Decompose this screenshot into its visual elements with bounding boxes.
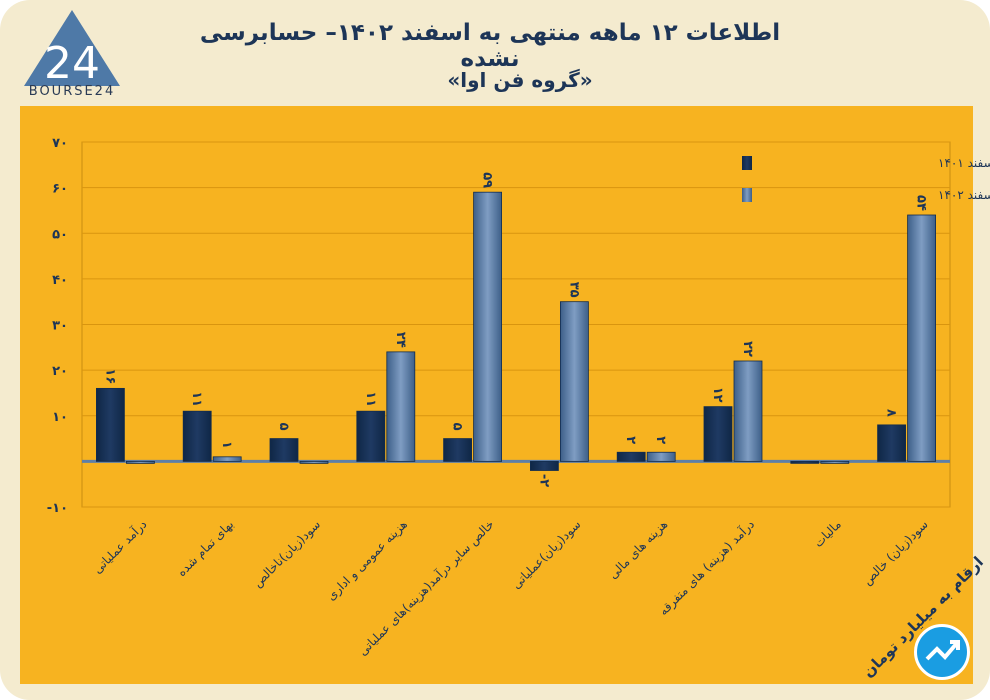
bar-1401 bbox=[616, 451, 646, 462]
bar-1401 bbox=[182, 410, 212, 462]
x-category-label: سود(زیان)عملیاتی bbox=[509, 517, 584, 592]
data-label-1401: -۲ bbox=[536, 474, 551, 487]
bar-1401 bbox=[877, 424, 906, 462]
data-label-1401: ۲ bbox=[623, 436, 638, 444]
data-label-1401: ۱۲ bbox=[710, 387, 725, 403]
legend-label-1402: عملکرد منتهی به اسفند ۱۴۰۲ bbox=[938, 188, 990, 203]
bar-1401 bbox=[356, 410, 386, 462]
x-category-label: بهای تمام شده bbox=[174, 517, 236, 579]
bar-1402 bbox=[473, 191, 503, 462]
y-tick-label: -۱۰ bbox=[47, 501, 68, 516]
data-label-1401: ۱۱ bbox=[363, 391, 378, 407]
data-label-1401: ۱۱ bbox=[189, 391, 204, 407]
legend-swatch-1401 bbox=[742, 156, 752, 170]
data-label-1401: ۸ bbox=[884, 409, 899, 417]
logo-text: BOURSE24 bbox=[28, 84, 116, 99]
bar-1401 bbox=[96, 387, 125, 462]
bar-1401 bbox=[703, 406, 733, 462]
bar-1401 bbox=[790, 460, 820, 464]
data-label-1402: ۵۹ bbox=[480, 172, 495, 188]
data-label-1401: ۵ bbox=[450, 423, 465, 431]
bar-1401 bbox=[530, 460, 559, 471]
data-label-1402: ۵۴ bbox=[914, 195, 929, 211]
y-tick-label: ۷۰ bbox=[52, 136, 68, 151]
x-category-label: درآمد عملیاتی bbox=[90, 517, 151, 578]
y-tick-label: ۴۰ bbox=[52, 273, 68, 288]
bar-1402 bbox=[299, 460, 329, 464]
bar-1402 bbox=[126, 460, 155, 464]
y-tick-label: ۶۰ bbox=[52, 182, 68, 197]
y-tick-label: ۱۰ bbox=[52, 410, 68, 425]
x-category-label: خالص سایر درآمد(هزینه)های عملیاتی bbox=[355, 517, 498, 660]
bar-1402 bbox=[820, 460, 850, 464]
bourse24-logo: 24 bbox=[24, 10, 120, 89]
y-tick-label: ۵۰ bbox=[52, 227, 68, 242]
data-label-1402: ۲۴ bbox=[393, 332, 408, 348]
chart-subtitle: «گروه فن اوا» bbox=[447, 68, 593, 92]
bar-1402 bbox=[212, 456, 242, 462]
data-label-1402: ۲۲ bbox=[740, 341, 755, 357]
x-category-label: هزینه های مالی bbox=[606, 517, 671, 582]
legend-label-1401: عملکرد منتهی به اسفند ۱۴۰۱ bbox=[938, 156, 990, 171]
bar-1402 bbox=[646, 451, 676, 462]
bar-1402 bbox=[907, 214, 936, 462]
bar-1402 bbox=[386, 351, 416, 462]
x-category-label: مالیات bbox=[811, 517, 844, 550]
bar-1402 bbox=[560, 301, 589, 462]
data-label-1401: ۵ bbox=[276, 423, 291, 431]
bar-1402 bbox=[733, 360, 763, 462]
x-category-label: سود(زیان) خالص bbox=[860, 517, 931, 588]
legend-swatch-1402 bbox=[742, 188, 752, 202]
y-tick-label: ۲۰ bbox=[52, 364, 68, 379]
x-category-label: هزینه عمومی و اداری bbox=[324, 517, 411, 604]
data-label-1402: ۳۵ bbox=[566, 282, 581, 298]
data-label-1402: ۲ bbox=[653, 436, 668, 444]
data-label-1401: ۱۶ bbox=[102, 368, 117, 384]
x-category-label: سود(زیان)ناخالص bbox=[250, 517, 324, 591]
x-category-label: درآمد (هزینه) های متفرقه bbox=[656, 517, 758, 619]
chart-title: اطلاعات ۱۲ ماهه منتهی به اسفند ۱۴۰۲– حسا… bbox=[199, 20, 781, 72]
svg-text:24: 24 bbox=[44, 38, 100, 89]
data-label-1402: ۱ bbox=[219, 441, 234, 449]
bar-1401 bbox=[269, 438, 299, 462]
bar-1401 bbox=[443, 438, 473, 462]
y-tick-label: ۳۰ bbox=[52, 319, 68, 334]
trend-badge-icon bbox=[914, 624, 970, 680]
